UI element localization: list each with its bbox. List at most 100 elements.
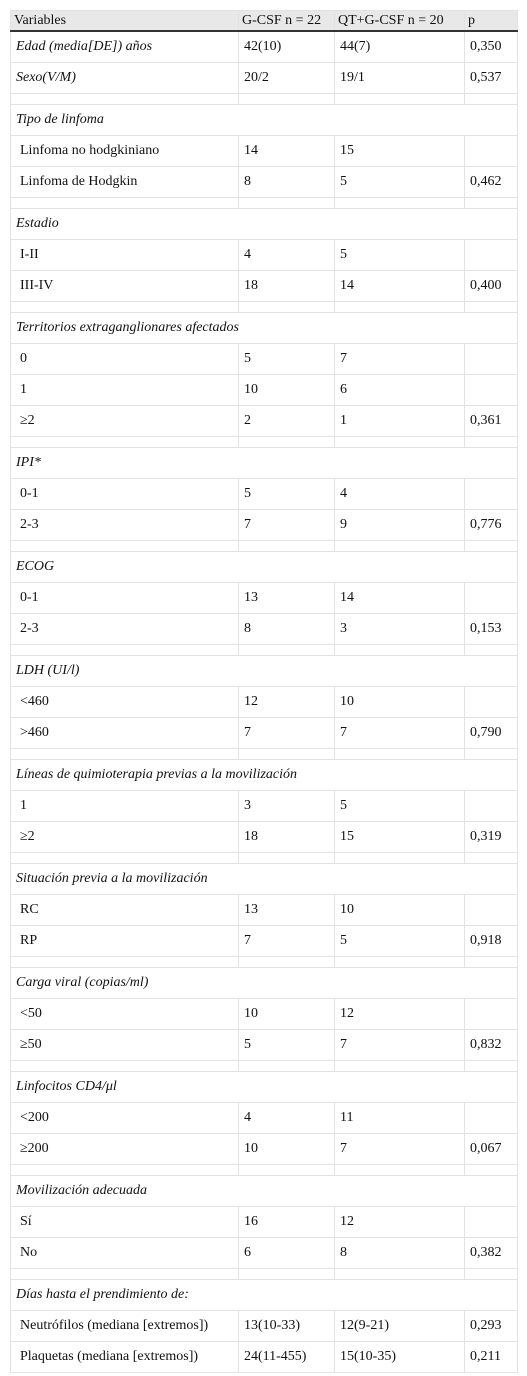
spacer-row bbox=[10, 644, 518, 656]
cell bbox=[464, 343, 518, 375]
spacer-cell bbox=[334, 1164, 465, 1176]
data-table: Variables G-CSF n = 22 QT+G-CSF n = 20 p… bbox=[10, 10, 518, 1373]
row-label: Edad (media[DE]) años bbox=[10, 30, 239, 63]
cell: 7 bbox=[238, 509, 335, 541]
spacer-cell bbox=[238, 1268, 335, 1280]
spacer-cell bbox=[238, 1060, 335, 1072]
table-row: Neutrófilos (mediana [extremos]) 13(10-33… bbox=[10, 1310, 518, 1342]
cell: 5 bbox=[334, 925, 465, 957]
spacer-cell bbox=[334, 852, 465, 864]
spacer-cell bbox=[334, 197, 465, 209]
spacer-cell bbox=[464, 93, 518, 105]
spacer-cell bbox=[10, 93, 239, 105]
spacer-cell bbox=[334, 644, 465, 656]
row-label: 0-1 bbox=[10, 582, 239, 614]
cell: 0,790 bbox=[464, 717, 518, 749]
table-row: 2-3 7 9 0,776 bbox=[10, 509, 518, 541]
spacer-cell bbox=[238, 436, 335, 448]
row-label: Sí bbox=[10, 1206, 239, 1238]
row-label: <50 bbox=[10, 998, 239, 1030]
cell: 6 bbox=[238, 1237, 335, 1269]
cell: 7 bbox=[238, 717, 335, 749]
section-row: Movilización adecuada bbox=[10, 1175, 518, 1207]
table-row: <50 10 12 bbox=[10, 998, 518, 1030]
cell: 12 bbox=[238, 686, 335, 718]
spacer-cell bbox=[334, 1268, 465, 1280]
table-row: Sexo(V/M) 20/2 19/1 0,537 bbox=[10, 62, 518, 94]
table-row: >460 7 7 0,790 bbox=[10, 717, 518, 749]
cell: 7 bbox=[334, 1133, 465, 1165]
spacer-row bbox=[10, 197, 518, 209]
cell: 0,319 bbox=[464, 821, 518, 853]
table-row: Linfoma de Hodgkin 8 5 0,462 bbox=[10, 166, 518, 198]
cell: 0,382 bbox=[464, 1237, 518, 1269]
spacer-cell bbox=[10, 852, 239, 864]
section-row: Estadio bbox=[10, 208, 518, 240]
spacer-cell bbox=[464, 1268, 518, 1280]
section-title: Estadio bbox=[10, 208, 518, 240]
row-label: Linfoma no hodgkiniano bbox=[10, 135, 239, 167]
cell: 3 bbox=[238, 790, 335, 822]
spacer-row bbox=[10, 1060, 518, 1072]
cell: 20/2 bbox=[238, 62, 335, 94]
cell: 8 bbox=[238, 613, 335, 645]
cell bbox=[464, 1206, 518, 1238]
cell: 19/1 bbox=[334, 62, 465, 94]
cell: 13(10-33) bbox=[238, 1310, 335, 1342]
cell: 10 bbox=[238, 1133, 335, 1165]
section-title: IPI* bbox=[10, 447, 518, 479]
cell: 7 bbox=[334, 343, 465, 375]
cell: 15 bbox=[334, 135, 465, 167]
cell: 0,918 bbox=[464, 925, 518, 957]
cell: 10 bbox=[334, 894, 465, 926]
spacer-cell bbox=[238, 301, 335, 313]
cell bbox=[464, 374, 518, 406]
spacer-cell bbox=[464, 748, 518, 760]
row-label: Plaquetas (mediana [extremos]) bbox=[10, 1341, 239, 1373]
cell: 10 bbox=[238, 374, 335, 406]
cell: 0,776 bbox=[464, 509, 518, 541]
table-row: Edad (media[DE]) años 42(10) 44(7) 0,350 bbox=[10, 30, 518, 63]
cell bbox=[464, 894, 518, 926]
section-title: Líneas de quimioterapia previas a la mov… bbox=[10, 759, 518, 791]
row-label: I-II bbox=[10, 239, 239, 271]
spacer-cell bbox=[10, 540, 239, 552]
cell: 0,832 bbox=[464, 1029, 518, 1061]
cell bbox=[464, 582, 518, 614]
row-label: <200 bbox=[10, 1102, 239, 1134]
cell: 4 bbox=[238, 1102, 335, 1134]
cell: 3 bbox=[334, 613, 465, 645]
row-label: 2-3 bbox=[10, 613, 239, 645]
cell: 0,153 bbox=[464, 613, 518, 645]
row-label: No bbox=[10, 1237, 239, 1269]
section-row: Carga viral (copias/ml) bbox=[10, 967, 518, 999]
cell: 14 bbox=[334, 270, 465, 302]
cell: 10 bbox=[334, 686, 465, 718]
cell: 18 bbox=[238, 821, 335, 853]
table-row: I-II 4 5 bbox=[10, 239, 518, 271]
cell: 7 bbox=[334, 1029, 465, 1061]
section-row: Tipo de linfoma bbox=[10, 104, 518, 136]
cell: 24(11-455) bbox=[238, 1341, 335, 1373]
cell: 5 bbox=[334, 166, 465, 198]
section-title: Movilización adecuada bbox=[10, 1175, 518, 1207]
cell: 18 bbox=[238, 270, 335, 302]
cell bbox=[464, 239, 518, 271]
section-row: IPI* bbox=[10, 447, 518, 479]
row-label: ≥2 bbox=[10, 405, 239, 437]
cell: 5 bbox=[238, 1029, 335, 1061]
row-label: Sexo(V/M) bbox=[10, 62, 239, 94]
cell: 5 bbox=[238, 343, 335, 375]
table-row: 0-1 5 4 bbox=[10, 478, 518, 510]
section-title: ECOG bbox=[10, 551, 518, 583]
cell: 0,361 bbox=[464, 405, 518, 437]
cell: 0,211 bbox=[464, 1341, 518, 1373]
section-row: Situación previa a la movilización bbox=[10, 863, 518, 895]
spacer-cell bbox=[464, 197, 518, 209]
spacer-cell bbox=[334, 956, 465, 968]
section-row: Territorios extraganglionares afectados bbox=[10, 312, 518, 344]
spacer-cell bbox=[334, 93, 465, 105]
spacer-cell bbox=[10, 1268, 239, 1280]
